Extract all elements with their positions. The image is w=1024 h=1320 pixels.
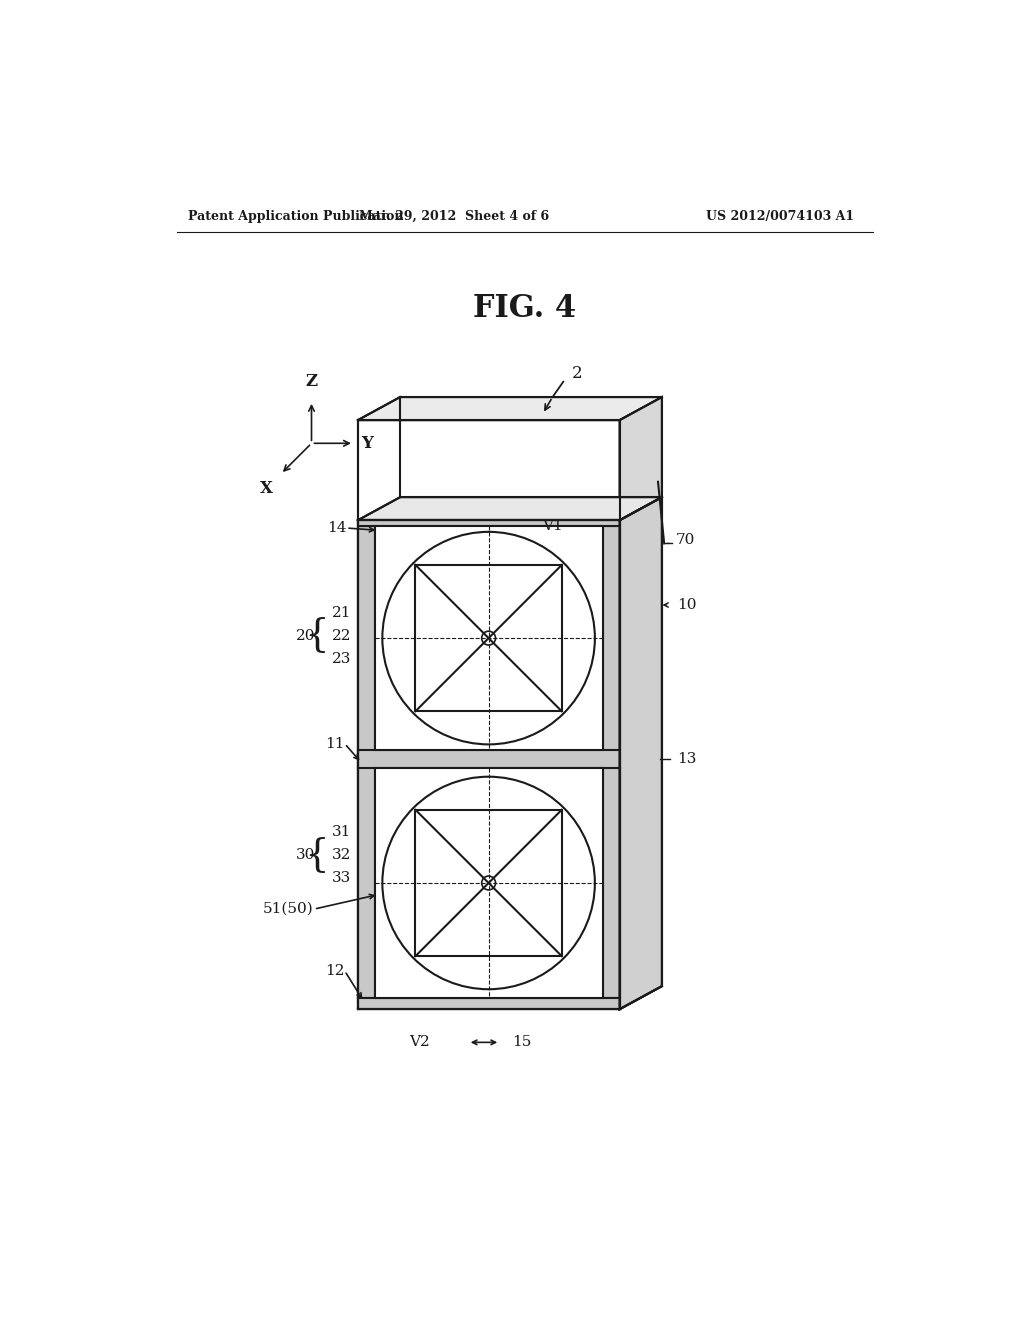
Text: 10: 10 bbox=[677, 598, 696, 612]
Text: 21: 21 bbox=[333, 606, 352, 619]
Text: 32: 32 bbox=[333, 849, 351, 862]
Text: 20: 20 bbox=[296, 628, 315, 643]
Text: {: { bbox=[304, 837, 330, 874]
Polygon shape bbox=[620, 498, 662, 1010]
Polygon shape bbox=[357, 750, 620, 768]
Text: X: X bbox=[260, 480, 273, 498]
Text: 15: 15 bbox=[512, 1035, 531, 1049]
Text: Y: Y bbox=[361, 434, 374, 451]
Polygon shape bbox=[357, 520, 620, 1010]
Polygon shape bbox=[357, 520, 620, 1010]
Text: 70: 70 bbox=[676, 532, 695, 546]
Text: 51(50): 51(50) bbox=[263, 902, 313, 916]
Text: 22: 22 bbox=[333, 628, 352, 643]
Polygon shape bbox=[357, 498, 662, 520]
Polygon shape bbox=[357, 420, 620, 520]
Text: FIG. 4: FIG. 4 bbox=[473, 293, 577, 323]
Text: 12: 12 bbox=[326, 964, 345, 978]
Polygon shape bbox=[357, 998, 620, 1010]
Polygon shape bbox=[357, 397, 662, 420]
Text: 23: 23 bbox=[333, 652, 351, 665]
Text: Z: Z bbox=[305, 374, 317, 391]
Text: Patent Application Publication: Patent Application Publication bbox=[188, 210, 403, 223]
Text: {: { bbox=[304, 618, 330, 655]
Polygon shape bbox=[357, 527, 375, 998]
Polygon shape bbox=[375, 527, 602, 750]
Polygon shape bbox=[357, 520, 620, 527]
Polygon shape bbox=[375, 768, 602, 998]
Text: 30: 30 bbox=[296, 849, 315, 862]
Text: 13: 13 bbox=[677, 752, 696, 766]
Text: 33: 33 bbox=[333, 871, 351, 886]
Text: V1: V1 bbox=[543, 520, 563, 533]
Text: 11: 11 bbox=[326, 737, 345, 751]
Text: 31: 31 bbox=[333, 825, 351, 840]
Text: 14: 14 bbox=[327, 521, 346, 535]
Text: Mar. 29, 2012  Sheet 4 of 6: Mar. 29, 2012 Sheet 4 of 6 bbox=[358, 210, 549, 223]
Text: 2: 2 bbox=[571, 366, 583, 383]
Polygon shape bbox=[602, 527, 620, 998]
Text: US 2012/0074103 A1: US 2012/0074103 A1 bbox=[707, 210, 854, 223]
Text: V2: V2 bbox=[409, 1035, 430, 1049]
Polygon shape bbox=[620, 498, 662, 1010]
Polygon shape bbox=[620, 397, 662, 520]
